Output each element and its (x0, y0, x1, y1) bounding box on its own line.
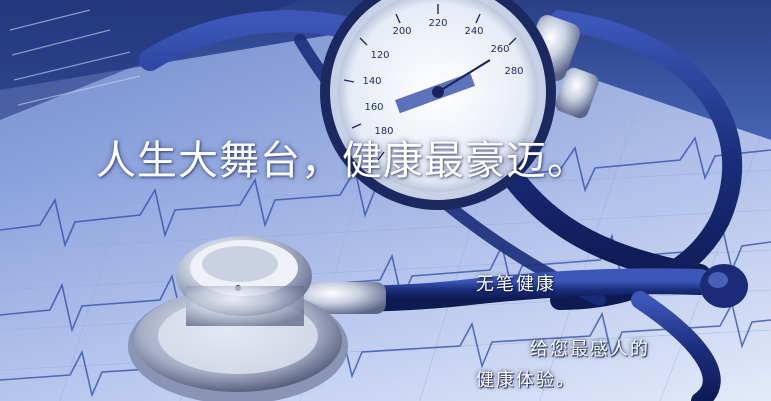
gauge-label: 200 (392, 26, 411, 37)
valve-knob (555, 67, 599, 119)
headline: 人生大舞台，健康最豪迈。 (96, 138, 588, 184)
gauge-label: 120 (370, 50, 389, 61)
notes-lines (9, 9, 141, 106)
stethoscope-tube-lower (631, 291, 721, 401)
gauge-label: 260 (490, 44, 509, 55)
stethoscope-chestpiece (128, 236, 348, 401)
gauge-label: 220 (428, 18, 447, 29)
tagline-line3: 健康体验。 (476, 370, 576, 391)
gauge-label: 280 (504, 66, 523, 77)
tagline-line2: 给您最感人的 (530, 339, 650, 360)
gauge-label: 160 (364, 102, 383, 113)
gauge-label: 240 (464, 26, 483, 37)
tagline-line1: 无笔健康 (476, 274, 556, 295)
gauge-label: 140 (362, 76, 381, 87)
pressure-gauge: 120 140 160 180 200 220 240 260 280 (320, 0, 556, 210)
stethoscope-stem (296, 282, 386, 314)
gauge-label: 180 (374, 126, 393, 137)
